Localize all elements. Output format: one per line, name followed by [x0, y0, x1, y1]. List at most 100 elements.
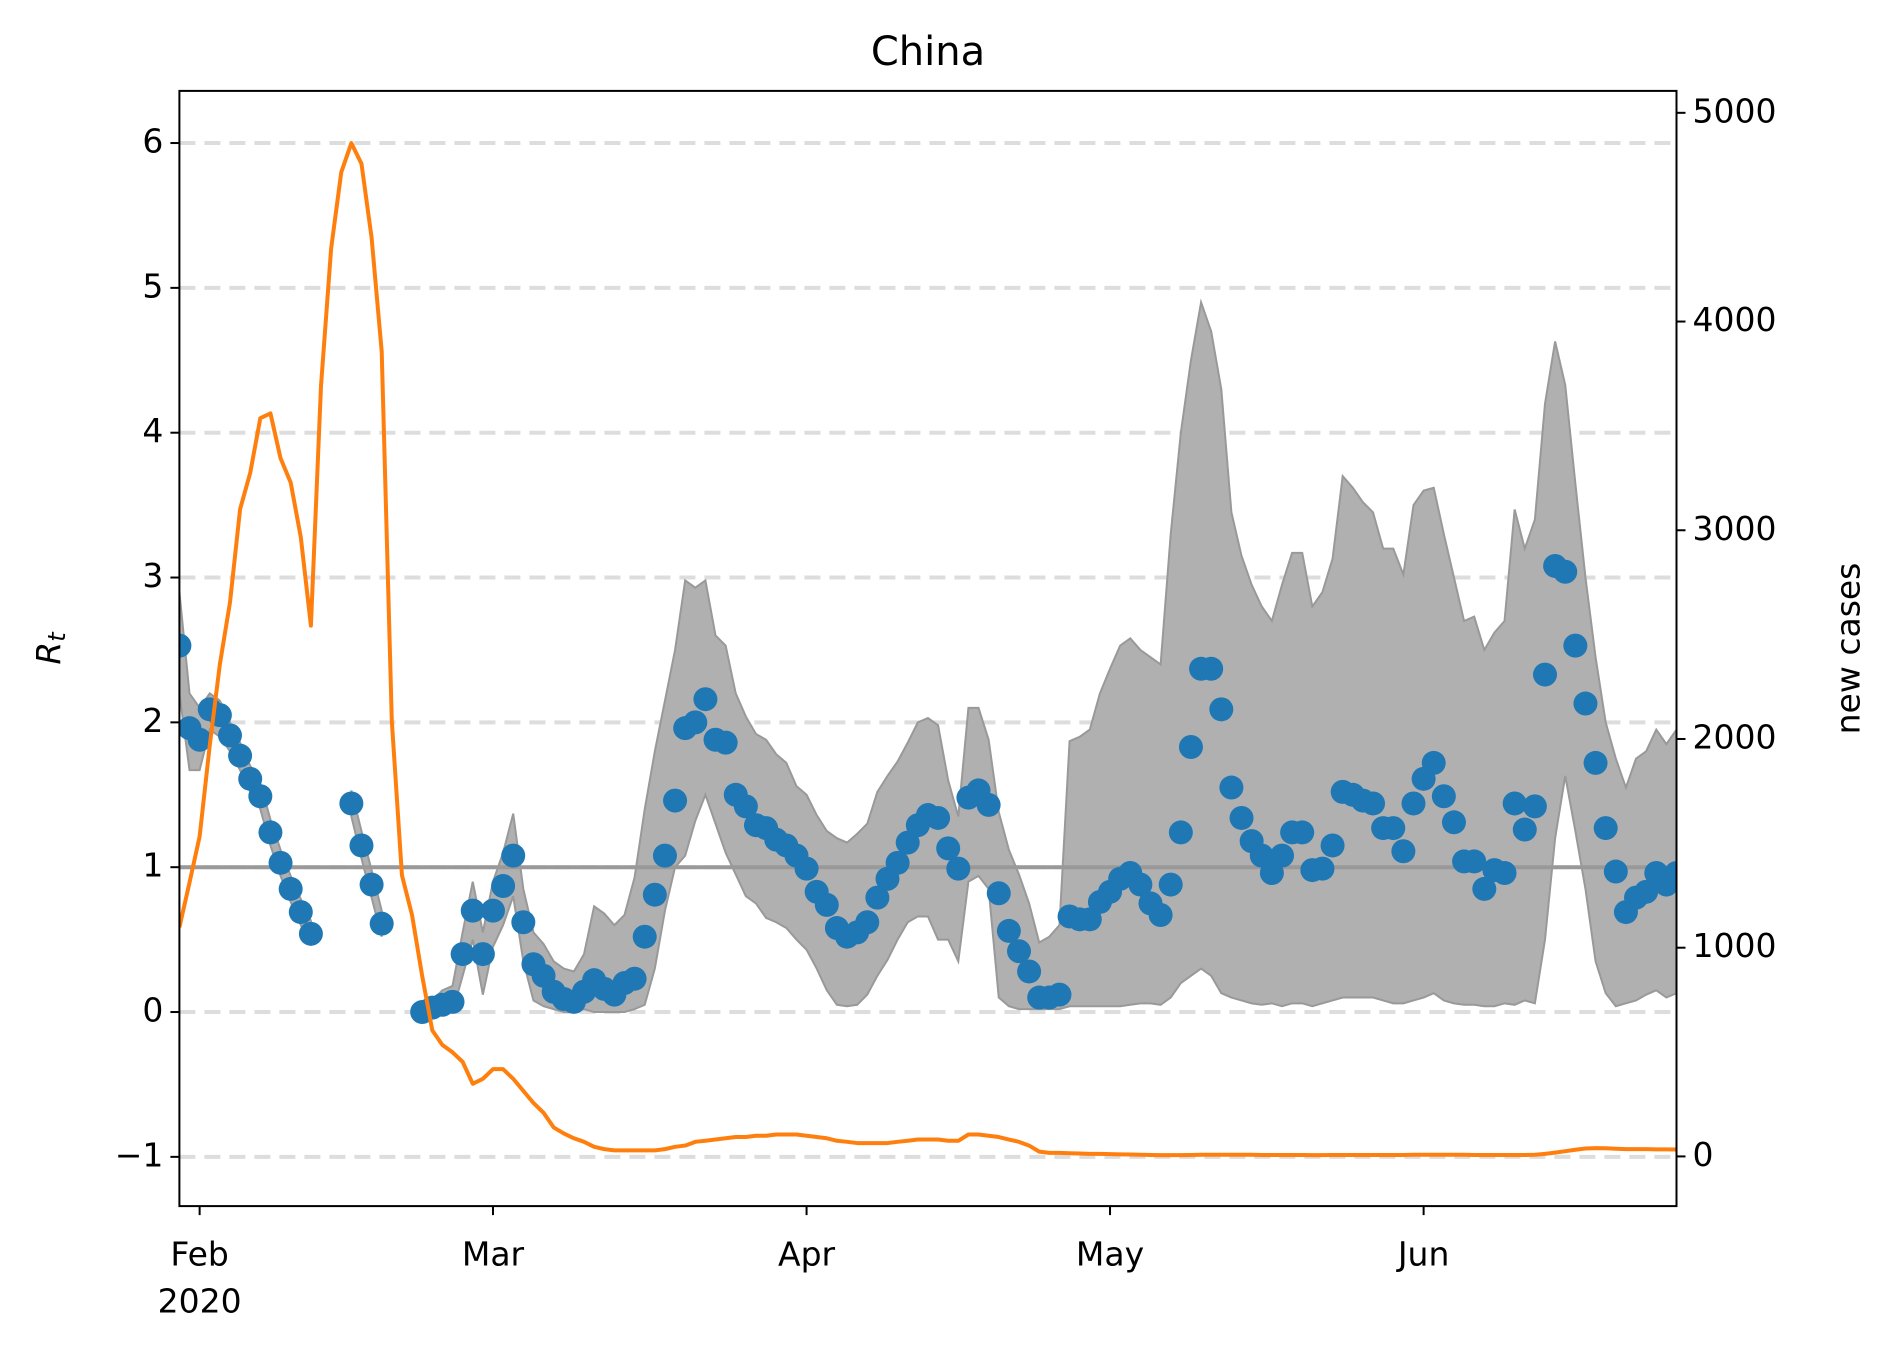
plot-frame: [178, 89, 1678, 1208]
rt-point: [1361, 791, 1386, 816]
rt-point: [1269, 843, 1294, 868]
rt-point: [663, 788, 688, 813]
x-tick-label: Apr: [778, 1235, 836, 1274]
rt-point: [339, 791, 364, 816]
chart-title: China: [871, 29, 985, 75]
y-tick-label: 0: [142, 991, 163, 1030]
rt-point: [1128, 872, 1153, 897]
rt-point: [1401, 791, 1426, 816]
y-label-main: R: [29, 642, 68, 665]
y2-tick-label: 1000: [1693, 926, 1777, 965]
rt-point: [288, 900, 313, 925]
rt-point: [1472, 876, 1497, 901]
rt-point: [1664, 860, 1677, 885]
rt-point: [1502, 791, 1527, 816]
rt-point: [1583, 750, 1608, 775]
rt-point: [278, 876, 303, 901]
rt-point: [450, 942, 475, 967]
x-tick-label: Feb: [170, 1235, 228, 1274]
y2-tick-label: 2000: [1693, 717, 1777, 756]
rt-point: [1593, 816, 1618, 841]
rt-point: [1532, 662, 1557, 687]
rt-point: [996, 918, 1021, 943]
rt-point: [1381, 816, 1406, 841]
rt-point: [1148, 902, 1173, 927]
rt-point: [298, 921, 323, 946]
rt-point: [936, 836, 961, 861]
rt-point: [1441, 810, 1466, 835]
rt-point: [1421, 750, 1446, 775]
rt-point: [179, 633, 192, 658]
rt-point: [480, 898, 505, 923]
rt-point: [683, 710, 708, 735]
rt-point: [1199, 656, 1224, 681]
rt-point: [652, 843, 677, 868]
rt-point: [1634, 879, 1659, 904]
rt-point: [1320, 833, 1345, 858]
y-tick-label: −1: [115, 1135, 164, 1174]
rt-point: [1512, 817, 1537, 842]
rt-point: [1209, 697, 1234, 722]
x-tick-label: May: [1076, 1235, 1144, 1274]
x-tick-label: Jun: [1396, 1235, 1450, 1274]
rt-point: [1158, 872, 1183, 897]
rt-point: [1522, 794, 1547, 819]
y-tick-label: 6: [142, 122, 163, 161]
rt-point: [1391, 839, 1416, 864]
rt-point: [986, 881, 1011, 906]
rt-point: [895, 830, 920, 855]
rt-point: [359, 872, 384, 897]
y2-tick-label: 3000: [1693, 509, 1777, 548]
rt-point: [238, 766, 263, 791]
plot-area: [179, 141, 1677, 1159]
x-tick-label: Mar: [462, 1235, 525, 1274]
rt-point: [713, 730, 738, 755]
rt-point: [642, 882, 667, 907]
rt-point: [814, 892, 839, 917]
y2-tick-label: 0: [1693, 1135, 1714, 1174]
rt-point: [1219, 775, 1244, 800]
rt-point: [187, 727, 212, 752]
rt-point: [632, 924, 657, 949]
y2-tick-label: 5000: [1693, 91, 1777, 130]
y-tick-label: 3: [142, 556, 163, 595]
rt-point: [248, 784, 273, 809]
rt-point: [1178, 734, 1203, 759]
rt-point: [1290, 820, 1315, 845]
rt-point: [1553, 559, 1578, 584]
rt-point: [1431, 784, 1456, 809]
rt-point: [926, 805, 951, 830]
rt-point: [1077, 907, 1102, 932]
y-tick-label: 5: [142, 266, 163, 305]
rt-point: [693, 687, 718, 712]
rt-point: [1006, 939, 1031, 964]
rt-point: [1462, 849, 1487, 874]
y2-tick-label: 4000: [1693, 300, 1777, 339]
rt-point: [865, 885, 890, 910]
confidence-band: [421, 298, 1677, 1014]
y-axis-label: Rt: [29, 631, 72, 665]
rt-point: [794, 856, 819, 881]
rt-point: [1249, 843, 1274, 868]
rt-point: [622, 966, 647, 991]
y-label-sub: t: [43, 631, 71, 642]
rt-point: [1259, 860, 1284, 885]
rt-point: [946, 856, 971, 881]
rt-point: [491, 874, 516, 899]
rt-point: [1229, 805, 1254, 830]
rt-point: [440, 989, 465, 1014]
y-tick-label: 4: [142, 411, 163, 450]
rt-point: [217, 723, 242, 748]
rt-point: [369, 911, 394, 936]
rt-point: [511, 910, 536, 935]
rt-point: [268, 850, 293, 875]
rt-point: [1310, 856, 1335, 881]
rt-point: [1168, 820, 1193, 845]
rt-point: [258, 820, 283, 845]
rt-point: [885, 850, 910, 875]
y-tick-label: 1: [142, 846, 163, 885]
x-year-label: 2020: [158, 1282, 242, 1321]
rt-point: [1563, 633, 1588, 658]
rt-point: [1603, 859, 1628, 884]
